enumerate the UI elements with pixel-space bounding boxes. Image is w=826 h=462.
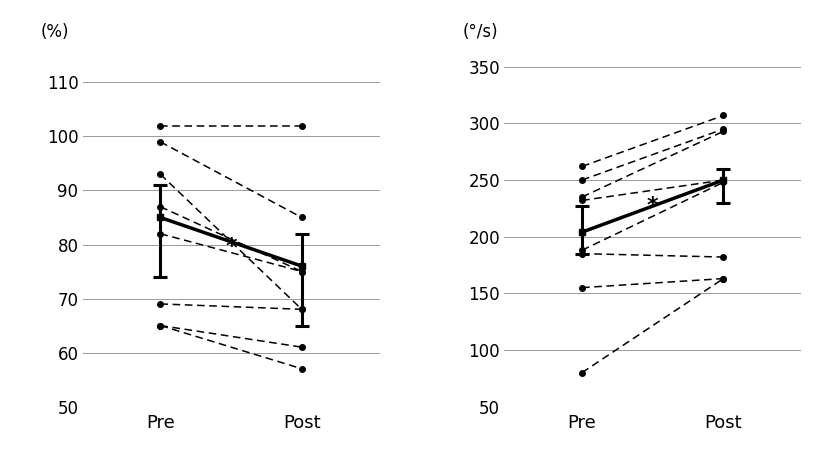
- Text: *: *: [225, 237, 237, 257]
- Text: (%): (%): [41, 24, 69, 42]
- Text: (°/s): (°/s): [463, 24, 498, 42]
- Text: *: *: [647, 196, 658, 216]
